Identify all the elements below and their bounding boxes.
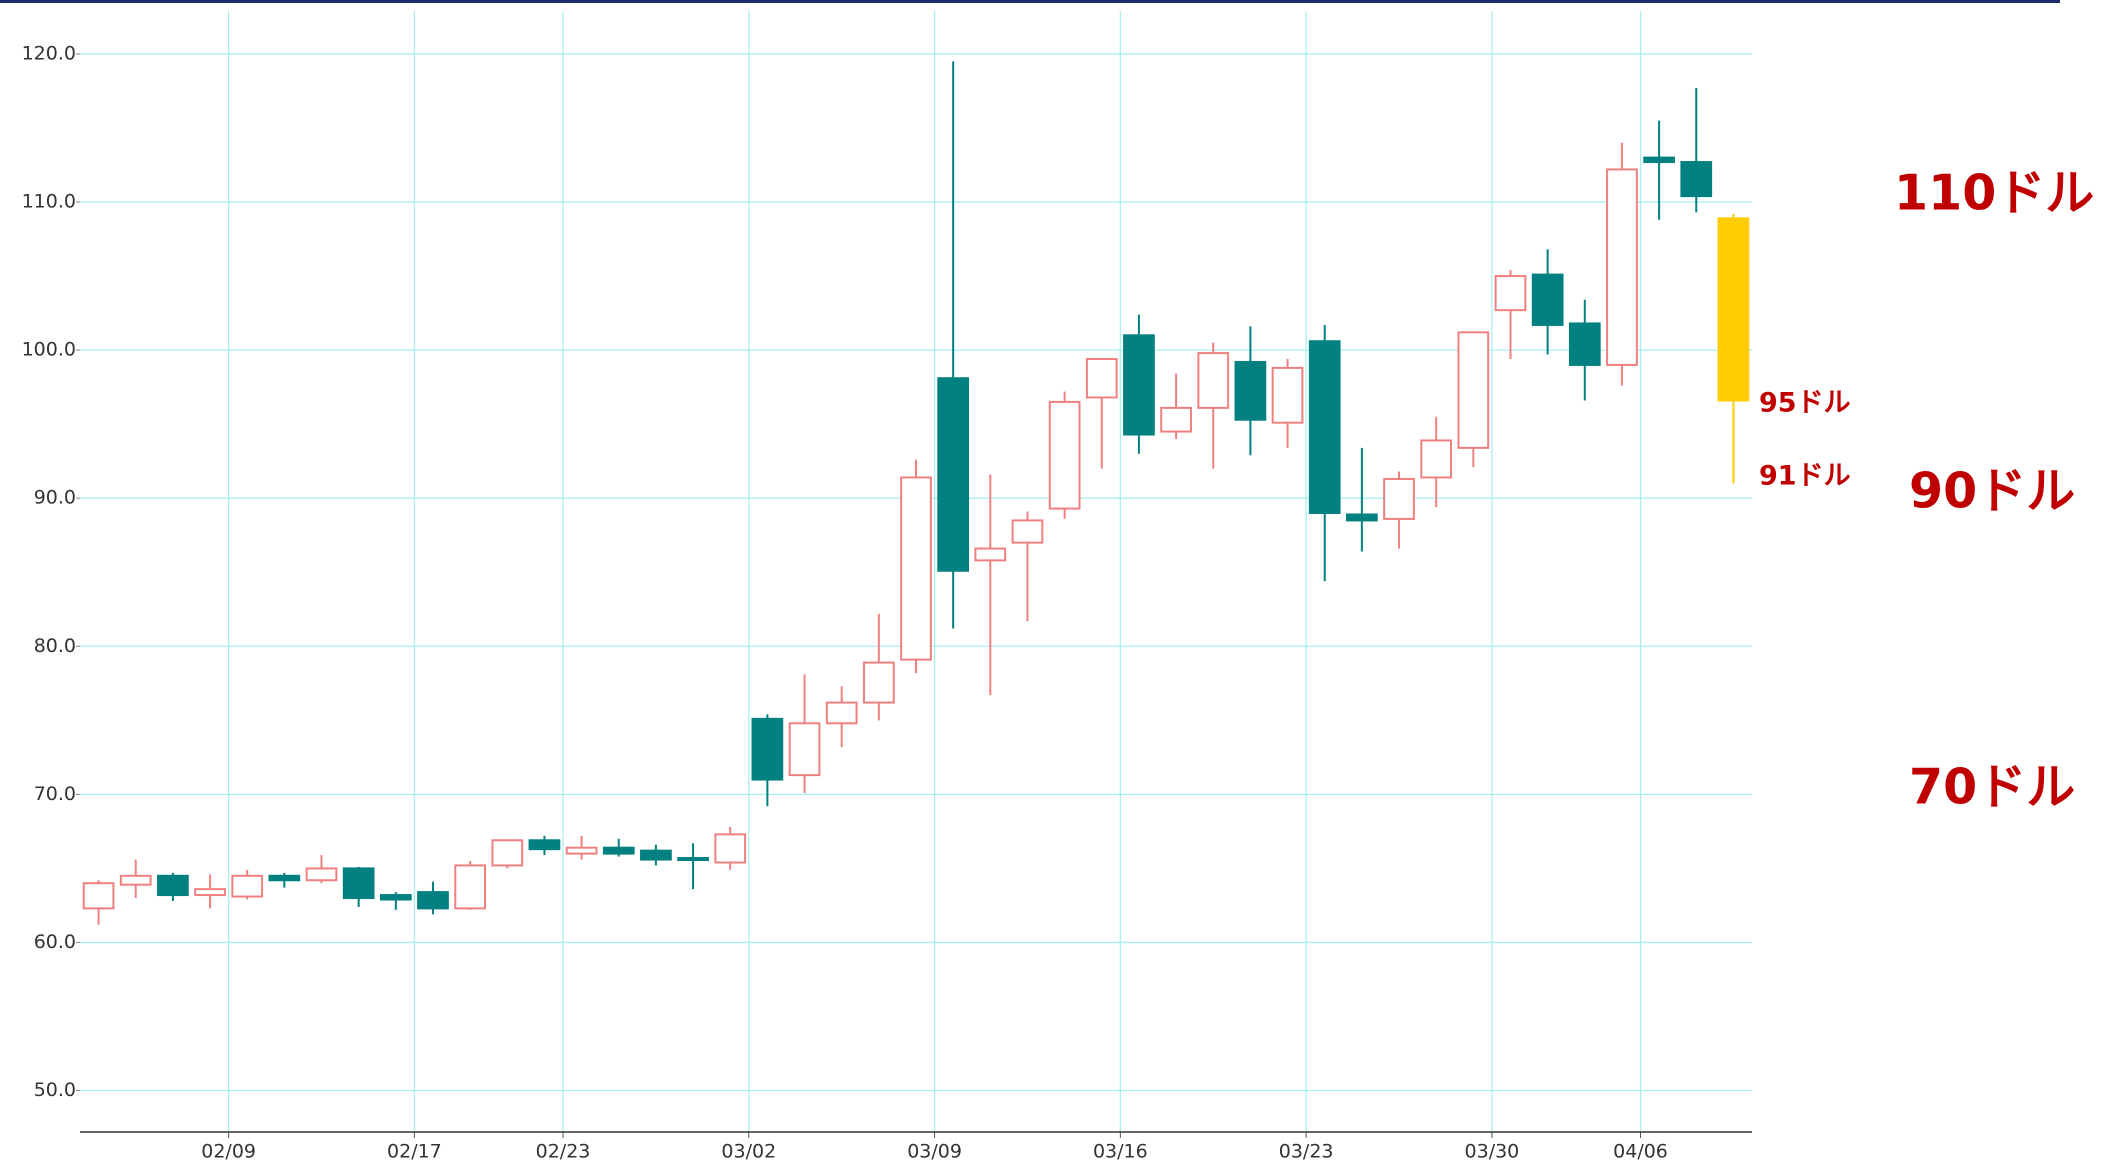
candle-body — [1494, 275, 1527, 312]
x-tick-label: 03/23 — [1279, 1141, 1334, 1163]
candle-body — [231, 874, 264, 898]
candle-body — [788, 722, 821, 777]
x-tick-label: 03/02 — [721, 1141, 776, 1163]
candle-body — [1234, 360, 1267, 421]
candle-body — [1717, 217, 1750, 402]
candle-body — [714, 833, 747, 864]
candle-body — [268, 874, 301, 882]
candle-body — [379, 894, 412, 901]
y-tick-label: 80.0 — [34, 635, 76, 657]
candle-body — [1160, 406, 1192, 433]
annotation: 110ドル — [1894, 165, 2094, 222]
candle-body — [640, 849, 672, 861]
candle-body — [1011, 519, 1044, 544]
annotation: 91ドル — [1759, 461, 1851, 492]
x-tick-label: 02/23 — [536, 1141, 591, 1163]
candle-body — [900, 476, 932, 661]
candle-body — [825, 701, 858, 725]
y-tick-label: 110.0 — [22, 191, 76, 213]
candle-body — [1420, 439, 1453, 479]
x-tick-label: 03/16 — [1093, 1141, 1148, 1163]
candles — [82, 61, 1750, 925]
y-tick-label: 100.0 — [22, 339, 76, 361]
y-tick-label: 120.0 — [22, 42, 76, 64]
candle-body — [119, 874, 152, 886]
y-tick-label: 60.0 — [34, 931, 76, 953]
annotation: 90ドル — [1909, 463, 2075, 520]
x-tick-label: 02/09 — [201, 1141, 256, 1163]
candle-body — [1308, 340, 1341, 515]
x-tick-label: 02/17 — [387, 1141, 442, 1163]
candle-body — [194, 888, 226, 897]
x-tick-label: 03/09 — [907, 1141, 962, 1163]
candle-body — [1606, 168, 1638, 366]
candle-body — [1197, 352, 1230, 409]
candle-body — [82, 882, 115, 910]
candle-body — [417, 891, 449, 910]
grid — [76, 11, 1752, 1138]
candle-body — [1085, 357, 1118, 399]
candle-body — [1457, 331, 1490, 449]
annotation: 70ドル — [1909, 759, 2075, 816]
y-tick-label: 90.0 — [34, 487, 76, 509]
candle-body — [1383, 477, 1415, 520]
candle-body — [1346, 513, 1378, 522]
candle-body — [1680, 161, 1713, 198]
candle-body — [491, 839, 524, 867]
candle-body — [1531, 273, 1564, 326]
candle-body — [305, 867, 338, 882]
candle-body — [157, 874, 189, 897]
candle-body — [974, 547, 1007, 562]
candle-body — [342, 867, 375, 900]
y-tick-label: 70.0 — [34, 783, 76, 805]
annotation: 95ドル — [1759, 388, 1851, 419]
y-tick-label: 50.0 — [34, 1079, 76, 1101]
x-tick-label: 03/30 — [1465, 1141, 1520, 1163]
candle-body — [454, 864, 486, 910]
candle-body — [1568, 322, 1601, 366]
candle-body — [1048, 400, 1081, 510]
candle-body — [528, 839, 561, 851]
candle-body — [1123, 334, 1155, 436]
candle-body — [677, 857, 709, 862]
candle-body — [751, 717, 784, 781]
candle-body — [862, 661, 895, 704]
candle-body — [602, 846, 635, 855]
top-bar — [0, 0, 2060, 3]
candle-body — [937, 377, 970, 572]
candle-body — [1643, 156, 1675, 164]
x-tick-label: 04/06 — [1613, 1141, 1668, 1163]
candle-body — [1271, 366, 1304, 424]
candle-body — [565, 846, 598, 855]
